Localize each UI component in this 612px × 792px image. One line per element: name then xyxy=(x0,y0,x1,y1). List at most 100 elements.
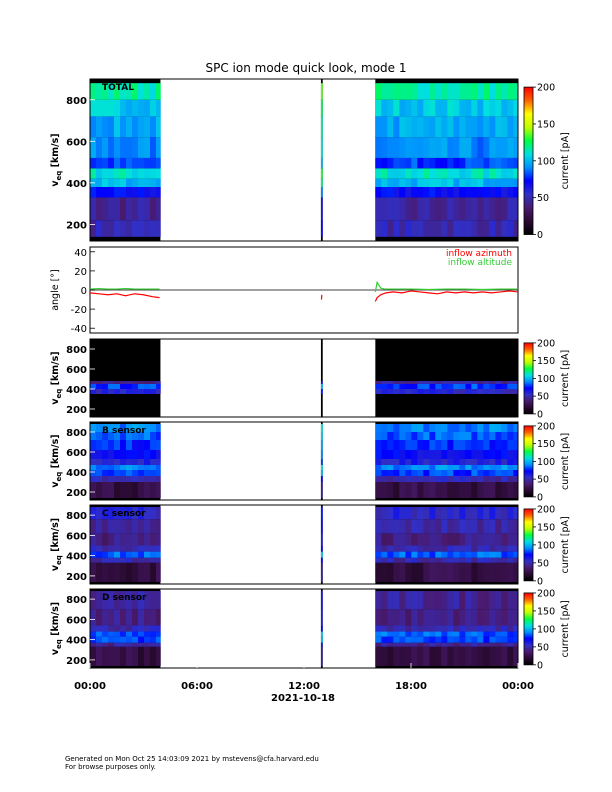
spectrum-band xyxy=(471,384,478,389)
spectrum-band xyxy=(435,389,442,394)
spectrum-band xyxy=(102,631,109,637)
spectrum-band xyxy=(435,450,442,459)
spectrum-band xyxy=(108,557,115,563)
y-axis-label: veq [km/s] xyxy=(50,434,63,487)
spectrum-band xyxy=(411,83,418,100)
spectrum-band xyxy=(411,459,418,465)
spectrum-band xyxy=(507,609,514,626)
spectrum-band xyxy=(108,459,115,465)
spectrum-band xyxy=(465,83,472,100)
spectrum-band xyxy=(381,381,388,384)
spectrum-band xyxy=(96,631,103,637)
spectrum-band xyxy=(138,459,145,465)
spectrum-band xyxy=(381,384,388,389)
spectrum-band xyxy=(150,384,157,389)
colorbar-label: current [pA] xyxy=(560,433,571,490)
spectrum-band xyxy=(483,384,490,389)
spectrum-band xyxy=(405,384,412,389)
colorbar-scale xyxy=(523,86,534,235)
spectrum-band xyxy=(144,636,151,643)
spectrum-band xyxy=(483,389,490,394)
spectrum-band xyxy=(138,187,145,198)
spectrum-band xyxy=(483,178,490,187)
spectrum-band xyxy=(156,389,161,394)
spectrum-band xyxy=(114,137,121,158)
spectrum-band xyxy=(411,482,418,498)
spectrum-band xyxy=(507,646,514,666)
spectrum-band xyxy=(453,465,460,470)
spectrum-band xyxy=(399,636,406,643)
spectrum-band xyxy=(126,116,133,138)
spectrum-band xyxy=(423,545,430,552)
spectrum-band xyxy=(447,545,454,552)
spectrum-band xyxy=(126,83,133,100)
spectrum-band xyxy=(90,424,97,432)
spectrum-band xyxy=(417,168,424,179)
spectrum-band xyxy=(477,197,484,221)
spectrum-band xyxy=(138,83,145,100)
spectrum-band xyxy=(423,642,430,647)
spectrum-band xyxy=(156,99,161,117)
spectrum-band xyxy=(399,220,406,237)
spectrum-band xyxy=(150,99,157,117)
spectrum-band xyxy=(495,609,502,626)
spectrum-band xyxy=(483,476,490,482)
spectrum-band xyxy=(411,432,418,440)
spectrum-band xyxy=(447,562,454,582)
spectrum-band xyxy=(405,507,412,520)
spectrum-band xyxy=(507,562,514,582)
spectrum-band xyxy=(393,631,400,637)
colorbar-tick-label: 100 xyxy=(537,624,555,635)
spectrum-band xyxy=(114,519,121,534)
spectrum-band xyxy=(132,432,139,440)
spectrum-band xyxy=(108,178,115,187)
spectrum-band xyxy=(387,642,394,647)
colorbar-label: current [pA] xyxy=(560,350,571,407)
spectrum-band xyxy=(489,551,496,558)
spectrum-band xyxy=(108,636,115,643)
spectrum-band xyxy=(489,482,496,498)
spectrum-band xyxy=(471,157,478,169)
spectrum-band xyxy=(459,470,466,476)
spectrum-band xyxy=(375,545,382,552)
spectrum-band xyxy=(393,625,400,632)
spectrum-band xyxy=(126,178,133,187)
spectrum-band xyxy=(405,187,412,198)
spectrum-band xyxy=(381,551,388,558)
spectrum-band xyxy=(120,519,127,534)
spectrum-band xyxy=(108,381,115,384)
spectrum-band xyxy=(411,609,418,626)
spectrum-band xyxy=(513,178,519,187)
spectrum-band xyxy=(441,381,448,384)
spectrum-band xyxy=(459,591,466,610)
spectrum-band xyxy=(132,384,139,389)
spectrum-band xyxy=(429,470,436,476)
colorbar-tick-label: 100 xyxy=(537,374,555,385)
spectrum-band xyxy=(399,450,406,459)
spectrum-band xyxy=(126,157,133,169)
spectrum-band xyxy=(108,384,115,389)
spectrum-band xyxy=(114,459,121,465)
spectrum-band xyxy=(453,625,460,632)
spectrum-band xyxy=(501,609,508,626)
spectrum-band xyxy=(405,178,412,187)
spectrum-band xyxy=(393,465,400,470)
spectrum-band xyxy=(489,609,496,626)
spectrum-band xyxy=(513,220,519,237)
spectrum-band xyxy=(387,440,394,450)
spectrum-band xyxy=(138,389,145,394)
spectrum-band xyxy=(501,168,508,179)
spectrum-band xyxy=(507,116,514,138)
spectrum-band xyxy=(375,642,382,647)
spectrum-band xyxy=(144,187,151,198)
colorbar-scale xyxy=(523,508,534,582)
spectrum-band xyxy=(399,476,406,482)
spectrum-band xyxy=(513,83,519,100)
spectrum-band xyxy=(471,557,478,563)
spectrum-band xyxy=(114,551,121,558)
spectrum-band xyxy=(507,381,514,384)
spectrum-band xyxy=(483,557,490,563)
spectrum-band xyxy=(495,83,502,100)
spectrum-band xyxy=(96,625,103,632)
